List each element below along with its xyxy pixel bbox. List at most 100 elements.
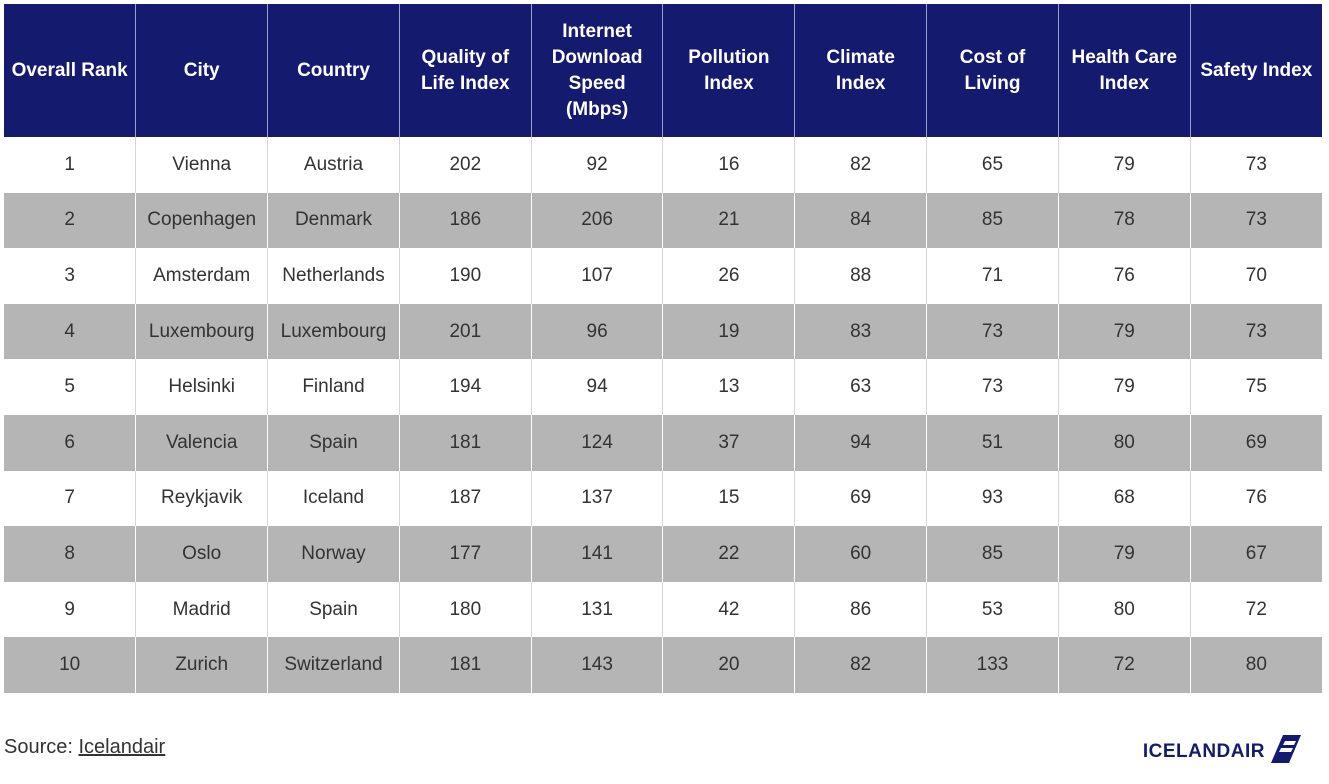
table-cell: 78 [1058,192,1191,249]
source-note: Source: Icelandair [4,736,165,759]
table-cell: 76 [1190,470,1322,527]
table-cell: 143 [531,637,664,693]
table-cell: 141 [531,526,664,582]
table-cell: 80 [1058,414,1191,471]
table-cell: 124 [531,414,664,471]
table-cell: Luxembourg [135,303,269,360]
table-cell: 180 [399,581,532,638]
table-cell: Spain [267,414,400,471]
table-cell: 73 [1190,192,1322,249]
column-header: Safety Index [1190,4,1322,137]
table-cell: 70 [1190,248,1322,304]
column-header: Pollution Index [662,4,796,137]
table-cell: 15 [662,470,796,527]
table-cell: 194 [399,359,532,415]
table-cell: 92 [531,137,664,193]
table-row: 9 Madrid Spain 180 131 42 86 53 80 72 [4,581,1322,638]
table-cell: 21 [662,192,796,249]
table-cell: 13 [662,359,796,415]
table-cell: Helsinki [135,359,269,415]
table-cell: 67 [1190,526,1322,582]
table-cell: Madrid [135,581,269,638]
city-ranking-table: Overall Rank City Country Quality of Life I… [4,4,1322,693]
table-cell: 133 [926,637,1059,693]
table-cell: 73 [926,303,1059,360]
table-cell: 85 [926,192,1059,249]
table-row: 7 Reykjavik Iceland 187 137 15 69 93 68 76 [4,470,1322,527]
table-cell: 53 [926,581,1059,638]
table-cell: 37 [662,414,796,471]
table-cell: Zurich [135,637,269,693]
table-cell: Switzerland [267,637,400,693]
table-cell: 181 [399,414,532,471]
table-row: 5 Helsinki Finland 194 94 13 63 73 79 75 [4,359,1322,415]
table-cell: 19 [662,303,796,360]
table-cell: 69 [1190,414,1322,471]
table-cell: 79 [1058,137,1191,193]
table-cell: Denmark [267,192,400,249]
table-cell: 72 [1190,581,1322,638]
table-body: 1 Vienna Austria 202 92 16 82 65 79 73 2 Copenhagen… [4,137,1322,693]
table-row: 8 Oslo Norway 177 141 22 60 85 79 67 [4,526,1322,582]
table-header: Overall Rank City Country Quality of Life I… [4,4,1322,137]
table-cell: Reykjavik [135,470,269,527]
table-cell: 1 [4,137,137,193]
table-cell: 7 [4,470,137,527]
table-cell: 79 [1058,359,1191,415]
table-cell: Vienna [135,137,269,193]
table-cell: 202 [399,137,532,193]
table-cell: 71 [926,248,1059,304]
brand-logo: ICELANDAIR [1143,733,1303,770]
table-cell: 72 [1058,637,1191,693]
table-cell: 68 [1058,470,1191,527]
table-cell: 93 [926,470,1059,527]
table-cell: Copenhagen [135,192,269,249]
table-cell: 76 [1058,248,1191,304]
table-cell: 65 [926,137,1059,193]
table-cell: 63 [794,359,928,415]
table-row: 10 Zurich Switzerland 181 143 20 82 133 72 80 [4,637,1322,693]
source-link[interactable]: Icelandair [78,736,166,758]
table-cell: Oslo [135,526,269,582]
column-header: Health Care Index [1058,4,1191,137]
table-cell: 181 [399,637,532,693]
table-cell: 83 [794,303,928,360]
table-cell: 42 [662,581,796,638]
table-row: 1 Vienna Austria 202 92 16 82 65 79 73 [4,137,1322,193]
table-cell: Spain [267,581,400,638]
table-cell: 20 [662,637,796,693]
table-cell: 3 [4,248,137,304]
table-cell: 94 [531,359,664,415]
table-cell: 187 [399,470,532,527]
table-cell: Netherlands [267,248,400,304]
table-cell: 80 [1190,637,1322,693]
header-row: Overall Rank City Country Quality of Life I… [4,4,1322,137]
logo-wordmark: ICELANDAIR [1142,740,1265,762]
table-cell: Amsterdam [135,248,269,304]
table-cell: 16 [662,137,796,193]
table-cell: 73 [1190,137,1322,193]
table-cell: Valencia [135,414,269,471]
table-cell: 88 [794,248,928,304]
table-cell: 26 [662,248,796,304]
table-cell: 85 [926,526,1059,582]
table-cell: 79 [1058,526,1191,582]
table-cell: 86 [794,581,928,638]
table-cell: 6 [4,414,137,471]
table-cell: 137 [531,470,664,527]
table-cell: 96 [531,303,664,360]
column-header: Overall Rank [4,4,137,137]
table-row: 3 Amsterdam Netherlands 190 107 26 88 71 76 70 [4,248,1322,304]
table-cell: 10 [4,637,137,693]
table-cell: 5 [4,359,137,415]
table-cell: 4 [4,303,137,360]
table-cell: 131 [531,581,664,638]
table-cell: 69 [794,470,928,527]
table-cell: 201 [399,303,532,360]
source-prefix: Source: [4,736,79,758]
table-cell: 73 [1190,303,1322,360]
column-header: Cost of Living [926,4,1059,137]
table-cell: 186 [399,192,532,249]
table-cell: 177 [399,526,532,582]
table-cell: 190 [399,248,532,304]
